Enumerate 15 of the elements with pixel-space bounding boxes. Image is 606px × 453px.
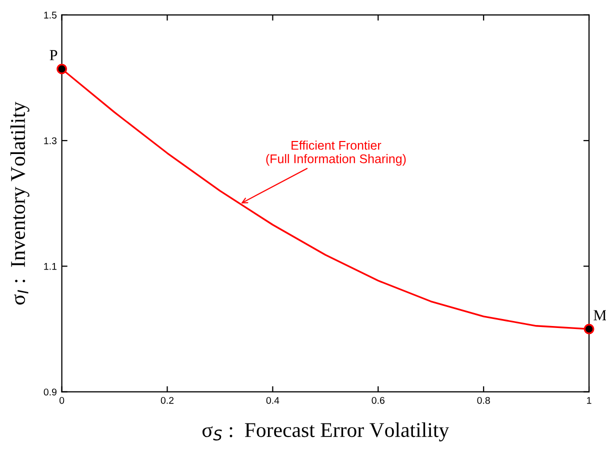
annotation: M: [594, 310, 606, 320]
y-tick-label: 0.9: [44, 388, 56, 396]
y-tick-label: 1.3: [44, 137, 57, 144]
x-tick-label: 1: [587, 397, 592, 404]
y-tick-label: 1.5: [44, 12, 57, 19]
x-tick-label: 0.6: [372, 396, 384, 404]
x-tick-label: 0.8: [477, 396, 490, 404]
annotation: P: [50, 50, 58, 60]
y-tick-label: 1.1: [44, 263, 56, 270]
x-tick-label: 0: [59, 396, 64, 404]
x-axis-title: σ$_{S}$ : Forecast Error Volatility: [202, 422, 450, 442]
x-tick-label: 0.4: [266, 396, 280, 404]
annotation: Efficient Frontier (Full Information Sharing): [266, 140, 406, 166]
y-axis-title: σ$_{I}$ : Inventory Volatility: [10, 102, 30, 305]
x-tick-label: 0.2: [160, 396, 174, 404]
